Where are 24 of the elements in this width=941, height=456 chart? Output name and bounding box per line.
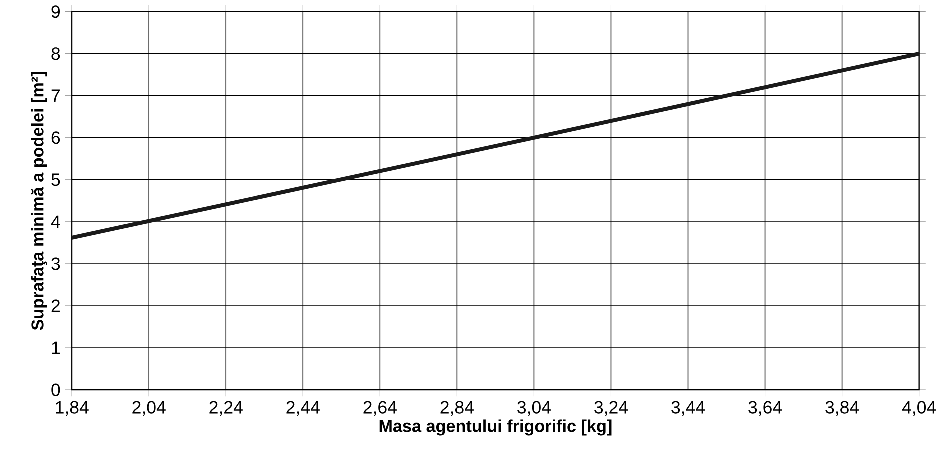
- y-tick-label: 1: [52, 342, 60, 354]
- y-tick-label: 6: [52, 132, 60, 144]
- x-tick-label: 2,24: [210, 401, 243, 416]
- x-tick-label: 3,84: [826, 401, 860, 416]
- x-tick-label: 2,44: [286, 401, 320, 416]
- x-tick-label: 3,64: [748, 401, 782, 416]
- x-tick-label: 2,64: [364, 401, 397, 416]
- y-tick-label: 8: [52, 48, 60, 60]
- x-axis-title: Masa agentului frigorific [kg]: [380, 420, 612, 436]
- x-tick-label: 4,04: [902, 401, 936, 416]
- y-tick-label: 2: [52, 300, 60, 312]
- x-tick-label: 3,24: [594, 401, 628, 416]
- y-tick-label: 0: [52, 384, 60, 396]
- x-tick-label: 3,04: [518, 401, 551, 416]
- y-tick-label: 3: [52, 258, 60, 270]
- y-axis-title: Suprafaţa minimă a podelei [m²]: [31, 72, 48, 330]
- x-tick-label: 1,84: [56, 401, 89, 416]
- y-tick-label: 7: [52, 90, 60, 102]
- x-tick-label: 2,04: [132, 401, 166, 416]
- y-tick-label: 9: [52, 5, 60, 18]
- y-tick-label: 5: [52, 174, 60, 186]
- y-tick-label: 4: [51, 216, 60, 228]
- x-tick-label: 2,84: [440, 401, 474, 416]
- x-tick-label: 3,44: [672, 401, 706, 416]
